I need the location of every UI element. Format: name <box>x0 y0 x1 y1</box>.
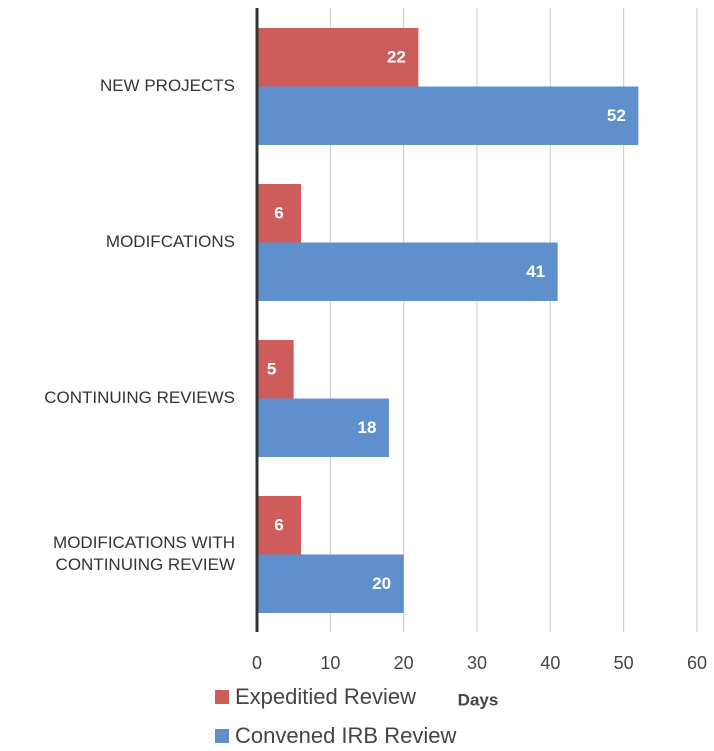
category-label: NEW PROJECTS <box>99 76 235 95</box>
x-tick-label: 50 <box>614 653 634 673</box>
x-tick-label: 20 <box>394 653 414 673</box>
x-tick-label: 30 <box>467 653 487 673</box>
x-tick-label: 10 <box>320 653 340 673</box>
bar <box>257 28 419 87</box>
bar <box>257 184 301 243</box>
x-tick-label: 0 <box>252 653 262 673</box>
legend-item: Expeditied Review <box>215 684 416 710</box>
x-tick-label: 60 <box>687 653 707 673</box>
bar <box>257 86 639 145</box>
value-label: 6 <box>274 515 283 534</box>
bar <box>257 398 389 457</box>
value-label: 22 <box>387 47 406 66</box>
legend-label: Convened IRB Review <box>235 723 457 748</box>
bar <box>257 554 404 613</box>
x-axis-title: Days <box>458 690 499 709</box>
legend-item: Convened IRB Review <box>215 723 456 749</box>
bar <box>257 496 301 555</box>
category-label: MODIFCATIONS <box>105 232 235 251</box>
category-label: MODIFICATIONS WITH CONTINUING REVIEW <box>53 533 235 574</box>
legend-swatch <box>215 690 229 704</box>
category-label: CONTINUING REVIEWS <box>44 388 235 407</box>
legend-swatch <box>215 729 229 743</box>
value-label: 41 <box>526 262 545 281</box>
value-label: 18 <box>358 418 377 437</box>
value-label: 5 <box>267 359 276 378</box>
bar <box>257 242 558 301</box>
value-label: 6 <box>274 203 283 222</box>
value-label: 52 <box>607 106 626 125</box>
legend-label: Expeditied Review <box>235 684 416 709</box>
value-label: 20 <box>372 574 391 593</box>
x-tick-label: 40 <box>540 653 560 673</box>
bar <box>257 340 294 399</box>
